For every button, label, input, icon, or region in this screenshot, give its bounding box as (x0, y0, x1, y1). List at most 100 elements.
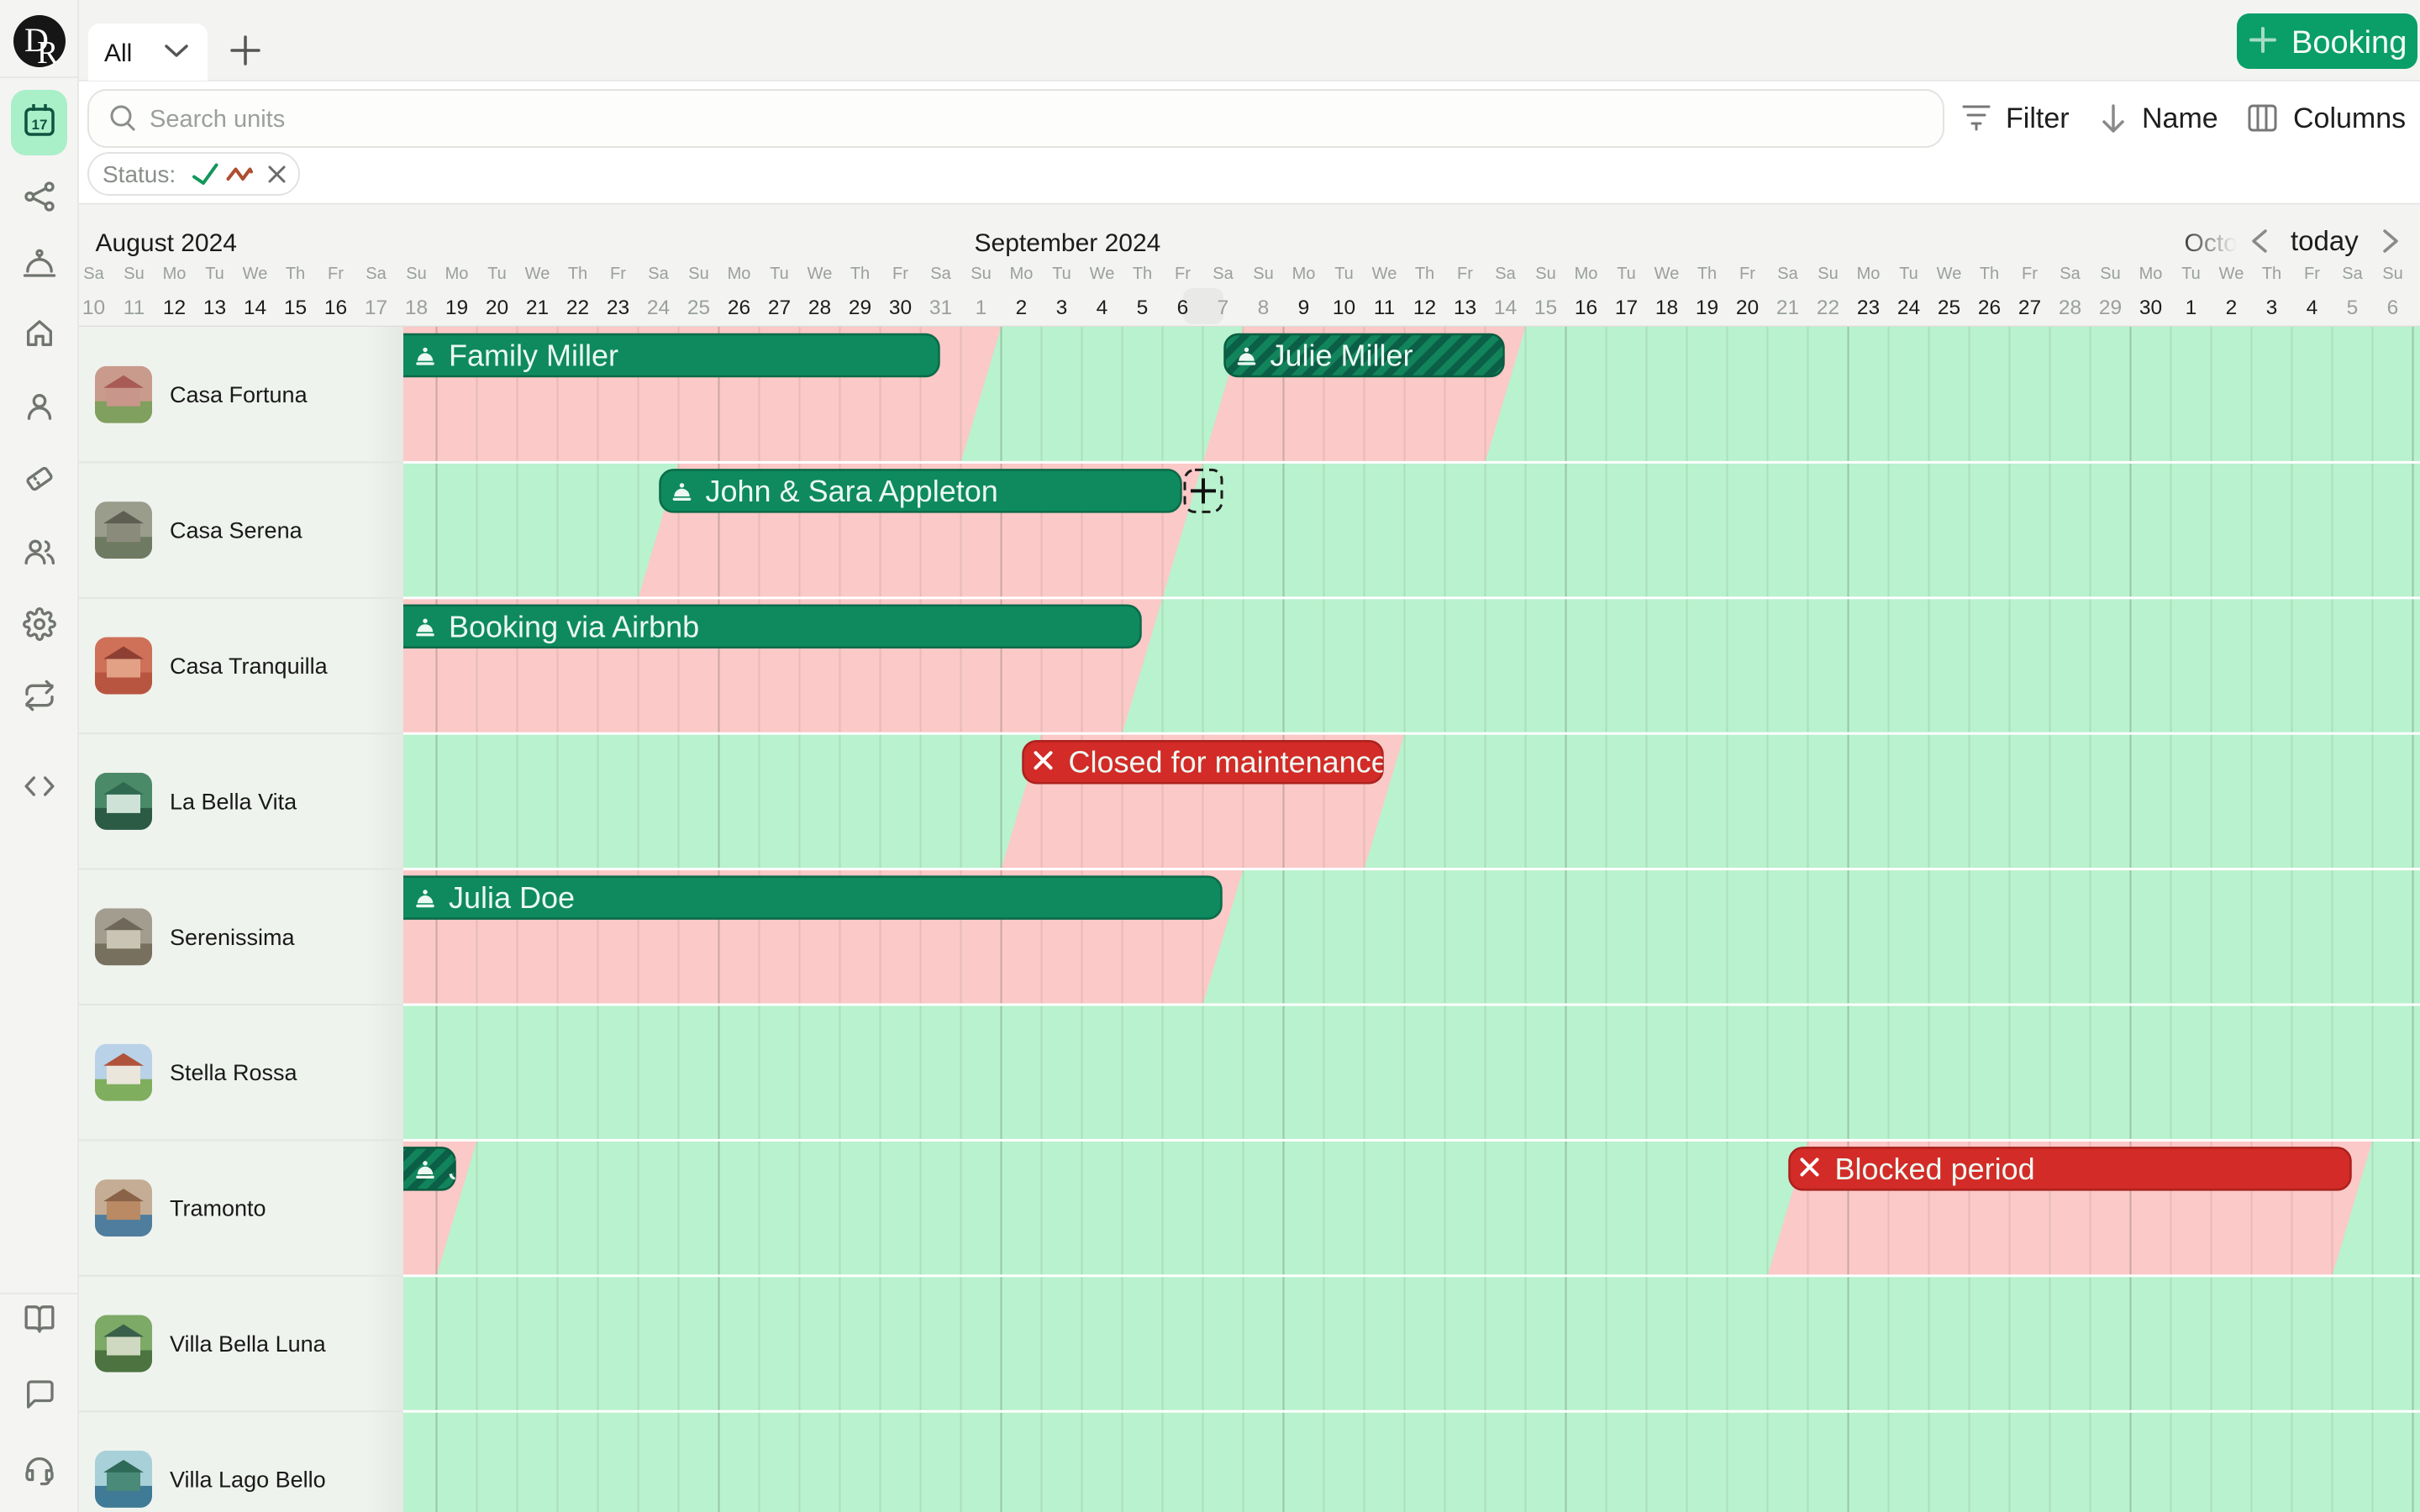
svg-text:17: 17 (32, 117, 48, 133)
svg-text:20: 20 (1736, 297, 1759, 319)
svg-text:La Bella Vita: La Bella Vita (170, 789, 297, 814)
svg-text:Ju: Ju (449, 1152, 481, 1186)
svg-text:R: R (37, 35, 59, 71)
svg-text:Fr: Fr (2022, 265, 2038, 283)
svg-text:Stella Rossa: Stella Rossa (170, 1060, 298, 1085)
svg-text:18: 18 (1655, 297, 1678, 319)
svg-text:Blocked period: Blocked period (1835, 1152, 2035, 1186)
svg-text:Casa Fortuna: Casa Fortuna (170, 382, 308, 407)
svg-text:11: 11 (124, 297, 145, 319)
svg-text:25: 25 (1938, 297, 1960, 319)
svg-text:Th: Th (1980, 265, 1999, 283)
svg-text:Sa: Sa (1213, 265, 1234, 283)
svg-text:Mo: Mo (728, 265, 751, 283)
svg-text:John & Sara Appleton: John & Sara Appleton (706, 474, 998, 508)
svg-text:24: 24 (1897, 297, 1920, 319)
svg-text:Th: Th (286, 265, 305, 283)
svg-text:Tu: Tu (1334, 265, 1354, 283)
svg-text:Mo: Mo (163, 265, 187, 283)
svg-text:Fr: Fr (1457, 265, 1473, 283)
svg-text:September 2024: September 2024 (975, 229, 1161, 257)
svg-text:16: 16 (324, 297, 347, 319)
svg-text:Tu: Tu (1617, 265, 1636, 283)
svg-text:Tramonto: Tramonto (170, 1196, 266, 1221)
svg-text:3: 3 (1056, 297, 1068, 319)
svg-text:22: 22 (566, 297, 589, 319)
svg-text:Th: Th (1133, 265, 1152, 283)
svg-text:26: 26 (1978, 297, 2001, 319)
svg-text:Fr: Fr (610, 265, 626, 283)
svg-text:27: 27 (768, 297, 791, 319)
svg-text:21: 21 (526, 297, 549, 319)
svg-text:Mo: Mo (1575, 265, 1598, 283)
svg-text:Filter: Filter (2006, 102, 2070, 134)
svg-text:Villa Bella Luna: Villa Bella Luna (170, 1331, 327, 1357)
svg-text:7: 7 (1218, 297, 1229, 319)
svg-text:19: 19 (1696, 297, 1718, 319)
svg-text:Search units: Search units (150, 106, 285, 133)
svg-text:Su: Su (688, 265, 708, 283)
svg-text:6: 6 (1177, 297, 1189, 319)
svg-text:Th: Th (568, 265, 587, 283)
svg-text:Fr: Fr (892, 265, 908, 283)
svg-text:1: 1 (2186, 297, 2197, 319)
svg-text:Casa Tranquilla: Casa Tranquilla (170, 654, 329, 679)
svg-text:Sa: Sa (1777, 265, 1798, 283)
svg-text:Sa: Sa (366, 265, 387, 283)
svg-text:All: All (104, 39, 132, 67)
svg-text:Su: Su (406, 265, 426, 283)
svg-text:Su: Su (124, 265, 144, 283)
svg-text:31: 31 (929, 297, 952, 319)
svg-text:Th: Th (1697, 265, 1717, 283)
svg-text:13: 13 (1454, 297, 1476, 319)
svg-text:Villa Lago Bello: Villa Lago Bello (170, 1467, 326, 1492)
svg-text:Fr: Fr (1175, 265, 1191, 283)
svg-text:24: 24 (647, 297, 670, 319)
svg-text:Tu: Tu (2181, 265, 2201, 283)
svg-text:Th: Th (2262, 265, 2281, 283)
svg-text:Mo: Mo (1292, 265, 1316, 283)
svg-text:11: 11 (1374, 297, 1395, 319)
svg-text:9: 9 (1298, 297, 1310, 319)
svg-text:Family Miller: Family Miller (449, 339, 618, 373)
svg-text:4: 4 (2307, 297, 2318, 319)
svg-text:Th: Th (850, 265, 870, 283)
svg-text:22: 22 (1817, 297, 1839, 319)
svg-text:27: 27 (2018, 297, 2041, 319)
svg-text:5: 5 (2347, 297, 2359, 319)
svg-text:Su: Su (1253, 265, 1273, 283)
svg-text:Sa: Sa (83, 265, 104, 283)
svg-text:30: 30 (2139, 297, 2162, 319)
svg-text:30: 30 (889, 297, 912, 319)
svg-text:10: 10 (1333, 297, 1355, 319)
svg-text:Su: Su (2100, 265, 2120, 283)
svg-text:Sa: Sa (1495, 265, 1516, 283)
svg-text:29: 29 (2099, 297, 2122, 319)
svg-text:Su: Su (971, 265, 991, 283)
svg-text:We: We (1937, 265, 1962, 283)
svg-text:Sa: Sa (2060, 265, 2081, 283)
svg-text:29: 29 (849, 297, 871, 319)
svg-text:Status:: Status: (103, 161, 176, 187)
svg-text:5: 5 (1137, 297, 1149, 319)
svg-text:Sa: Sa (2342, 265, 2363, 283)
svg-text:26: 26 (728, 297, 750, 319)
svg-text:28: 28 (808, 297, 831, 319)
svg-text:2: 2 (2226, 297, 2238, 319)
svg-text:Columns: Columns (2293, 102, 2406, 134)
svg-text:14: 14 (1494, 297, 1517, 319)
svg-text:Sa: Sa (930, 265, 951, 283)
svg-text:Mo: Mo (1857, 265, 1881, 283)
svg-text:We: We (243, 265, 268, 283)
svg-text:Mo: Mo (1010, 265, 1034, 283)
svg-text:15: 15 (284, 297, 307, 319)
svg-text:Tu: Tu (770, 265, 789, 283)
svg-text:15: 15 (1534, 297, 1557, 319)
svg-text:13: 13 (203, 297, 226, 319)
svg-text:We: We (525, 265, 550, 283)
svg-text:19: 19 (445, 297, 468, 319)
svg-text:2: 2 (1016, 297, 1028, 319)
svg-text:We: We (808, 265, 833, 283)
svg-text:today: today (2291, 225, 2359, 256)
svg-text:4: 4 (1097, 297, 1108, 319)
